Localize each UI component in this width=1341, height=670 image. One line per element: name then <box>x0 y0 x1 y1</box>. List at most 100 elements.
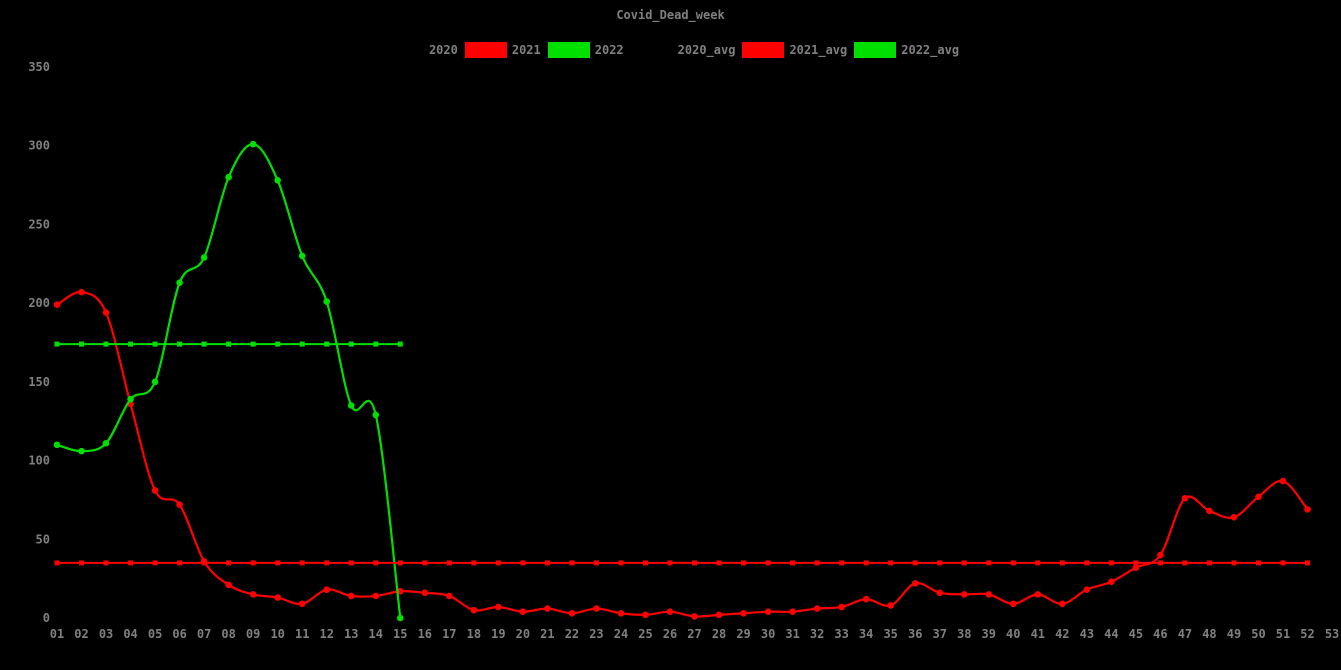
series-2021_avg-marker <box>961 560 967 566</box>
series-2021-marker <box>1108 578 1115 586</box>
x-tick-label: 02 <box>74 627 88 641</box>
x-tick-label: 34 <box>859 627 873 641</box>
series-2022_avg-marker <box>152 341 158 347</box>
series-2021_avg-marker <box>741 560 747 566</box>
series-2021-marker <box>642 611 649 619</box>
series-2021_avg-marker <box>716 560 722 566</box>
x-tick-label: 17 <box>442 627 456 641</box>
legend-swatch-2022_avg <box>854 42 897 58</box>
y-tick-label: 300 <box>28 139 50 153</box>
series-2021_avg-marker <box>863 560 869 566</box>
x-tick-label: 08 <box>221 627 235 641</box>
x-tick-label: 24 <box>614 627 628 641</box>
series-2021-marker <box>1059 600 1066 608</box>
y-tick-label: 100 <box>28 454 50 468</box>
series-2021_avg-marker <box>1182 560 1188 566</box>
legend-swatch-2020 <box>381 42 424 58</box>
series-2021_avg-marker <box>54 560 60 566</box>
x-tick-label: 51 <box>1276 627 1290 641</box>
x-tick-label: 38 <box>957 627 971 641</box>
series-2021-marker <box>151 487 159 494</box>
series-2022_avg-marker <box>324 341 330 347</box>
series-2021-marker <box>985 591 993 598</box>
series-2022-marker <box>176 279 183 286</box>
series-2021_avg-marker <box>324 560 330 566</box>
y-tick-label: 150 <box>28 375 50 389</box>
x-tick-label: 25 <box>638 627 652 641</box>
series-2021_avg-marker <box>937 560 943 566</box>
series-2021-marker <box>593 605 600 612</box>
x-tick-label: 28 <box>712 627 726 641</box>
series-2022-marker <box>225 173 232 181</box>
series-2022-marker <box>396 614 404 622</box>
series-2022-marker <box>78 447 85 455</box>
series-2021_avg-marker <box>544 560 550 566</box>
series-2021_avg-marker <box>103 560 109 566</box>
x-tick-label: 16 <box>418 627 432 641</box>
series-2022_avg-marker <box>54 341 60 347</box>
x-tick-label: 43 <box>1080 627 1094 641</box>
series-2022_avg <box>54 341 403 347</box>
x-tick-label: 30 <box>761 627 775 641</box>
series-2021-marker <box>1157 551 1164 559</box>
x-tick-label: 09 <box>246 627 260 641</box>
series-2022-marker <box>249 140 257 148</box>
x-tick-label: 46 <box>1153 627 1167 641</box>
series-2022_avg-marker <box>348 341 354 347</box>
x-tick-label: 41 <box>1031 627 1045 641</box>
series-2021-marker <box>715 611 723 619</box>
series-2021-marker <box>446 592 453 600</box>
x-tick-label: 37 <box>932 627 946 641</box>
series-2021-marker <box>1206 507 1213 515</box>
series-2021_avg-marker <box>790 560 796 566</box>
series-2022_avg-marker <box>201 341 207 347</box>
series-2021-marker <box>347 592 355 600</box>
series-2021_avg-marker <box>1059 560 1065 566</box>
series-2021_avg-marker <box>618 560 624 566</box>
x-tick-label: 19 <box>491 627 505 641</box>
legend-item-2021: 2021 <box>464 42 541 58</box>
series-2021_avg-marker <box>765 560 771 566</box>
legend-swatch-2020_avg <box>630 42 673 58</box>
series-2021 <box>53 288 1311 620</box>
x-tick-label: 18 <box>467 627 481 641</box>
x-tick-label: 33 <box>834 627 848 641</box>
series-2021-line <box>55 291 1309 618</box>
series-2021_avg-marker <box>692 560 698 566</box>
series-2022-marker <box>323 298 331 305</box>
series-2021-marker <box>78 288 85 296</box>
series-2021-marker <box>53 301 61 309</box>
series-2021-marker <box>862 595 870 603</box>
legend-item-2020: 2020 <box>381 42 458 58</box>
x-tick-label: 52 <box>1300 627 1314 641</box>
legend-label: 2020 <box>428 43 458 57</box>
series-2021_avg-marker <box>152 560 158 566</box>
series-2021-marker <box>1181 495 1189 502</box>
series-2021_avg-marker <box>520 560 526 566</box>
legend-item-2022: 2022 <box>547 42 624 58</box>
series-2022-marker <box>372 411 380 419</box>
legend-label: 2022_avg <box>901 43 960 57</box>
legend-item-2021_avg: 2021_avg <box>742 42 847 58</box>
series-2021-marker <box>176 501 183 508</box>
y-tick-label: 0 <box>43 611 50 625</box>
series-2021-marker <box>813 605 821 612</box>
series-2021_avg-marker <box>275 560 281 566</box>
x-tick-label: 53 <box>1325 627 1339 641</box>
series-2022_avg-marker <box>128 341 134 347</box>
x-tick-label: 06 <box>172 627 186 641</box>
x-tick-label: 20 <box>516 627 530 641</box>
series-2021-marker <box>789 608 796 616</box>
series-2021_avg-marker <box>348 560 354 566</box>
series-2022_avg-marker <box>226 341 232 347</box>
series-2021_avg-marker <box>1280 560 1286 566</box>
series-2021-marker <box>274 594 281 601</box>
series-2021-marker <box>1009 600 1017 608</box>
legend-label: 2022 <box>594 43 624 57</box>
series-2022_avg-marker <box>397 341 403 347</box>
series-2021-marker <box>960 591 968 598</box>
series-2022-marker <box>102 439 110 447</box>
x-tick-label: 39 <box>982 627 996 641</box>
series-2021-marker <box>421 589 429 597</box>
x-tick-label: 10 <box>270 627 284 641</box>
